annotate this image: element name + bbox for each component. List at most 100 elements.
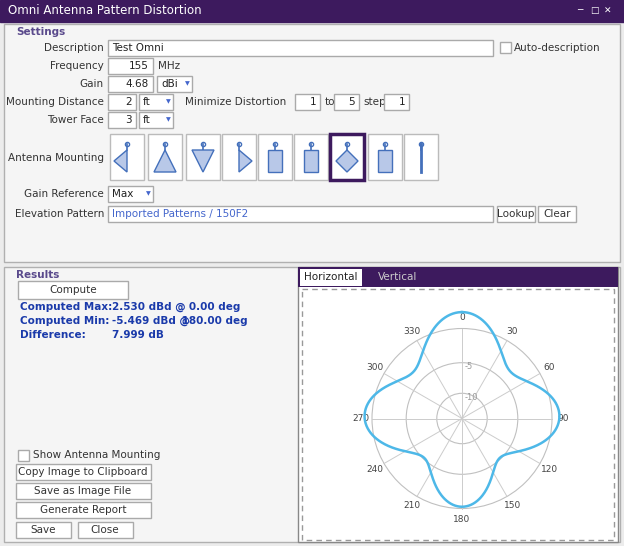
Text: Gain Reference: Gain Reference: [24, 189, 104, 199]
Text: 180: 180: [454, 515, 470, 524]
Text: 30: 30: [507, 327, 519, 336]
FancyBboxPatch shape: [4, 267, 620, 542]
Polygon shape: [154, 150, 176, 172]
Text: step: step: [363, 97, 386, 107]
FancyBboxPatch shape: [334, 94, 359, 110]
Text: -5: -5: [465, 362, 473, 371]
Text: Compute: Compute: [49, 285, 97, 295]
Text: 150: 150: [504, 501, 521, 511]
Text: Frequency: Frequency: [51, 61, 104, 71]
Text: Save as Image File: Save as Image File: [34, 486, 132, 496]
FancyBboxPatch shape: [330, 134, 364, 180]
Text: 2.530 dBd @: 2.530 dBd @: [112, 302, 185, 312]
Text: 60: 60: [544, 364, 555, 372]
Text: Save: Save: [30, 525, 56, 535]
Text: -5.469 dBd @: -5.469 dBd @: [112, 316, 190, 326]
Text: Close: Close: [90, 525, 119, 535]
Text: 1: 1: [310, 97, 316, 107]
Text: 0.00 deg: 0.00 deg: [178, 302, 240, 312]
Text: dBi: dBi: [161, 79, 178, 89]
Text: □: □: [590, 7, 598, 15]
Text: Antenna Mounting: Antenna Mounting: [8, 153, 104, 163]
Text: ▼: ▼: [185, 81, 189, 86]
Text: ✕: ✕: [604, 7, 612, 15]
FancyBboxPatch shape: [148, 134, 182, 180]
Text: MHz: MHz: [158, 61, 180, 71]
Text: 240: 240: [366, 465, 383, 473]
Text: 210: 210: [403, 501, 420, 511]
Text: Description: Description: [44, 43, 104, 53]
Text: Elevation Pattern: Elevation Pattern: [14, 209, 104, 219]
FancyBboxPatch shape: [368, 134, 402, 180]
FancyBboxPatch shape: [108, 112, 136, 128]
Polygon shape: [192, 150, 214, 172]
Text: Clear: Clear: [544, 209, 571, 219]
Text: 2: 2: [125, 97, 132, 107]
Text: 120: 120: [541, 465, 558, 473]
FancyBboxPatch shape: [4, 24, 620, 262]
Text: 330: 330: [403, 327, 420, 336]
Text: 180.00 deg: 180.00 deg: [178, 316, 248, 326]
Text: Copy Image to Clipboard: Copy Image to Clipboard: [18, 467, 148, 477]
Text: ▼: ▼: [165, 117, 170, 122]
FancyBboxPatch shape: [497, 206, 535, 222]
FancyBboxPatch shape: [538, 206, 576, 222]
FancyBboxPatch shape: [108, 58, 153, 74]
FancyBboxPatch shape: [110, 134, 144, 180]
Text: 155: 155: [129, 61, 149, 71]
Bar: [304, 150, 318, 172]
Bar: [500, 42, 511, 53]
FancyBboxPatch shape: [258, 134, 292, 180]
Text: ▼: ▼: [145, 192, 150, 197]
FancyBboxPatch shape: [294, 134, 328, 180]
FancyBboxPatch shape: [139, 94, 173, 110]
Text: Computed Max:: Computed Max:: [20, 302, 112, 312]
FancyBboxPatch shape: [16, 522, 71, 538]
Text: Generate Report: Generate Report: [40, 505, 126, 515]
FancyBboxPatch shape: [222, 134, 256, 180]
FancyBboxPatch shape: [16, 464, 151, 480]
Text: Show Antenna Mounting: Show Antenna Mounting: [33, 450, 160, 460]
Bar: [300, 269, 362, 286]
Text: 0: 0: [459, 313, 465, 322]
FancyBboxPatch shape: [404, 134, 438, 180]
FancyBboxPatch shape: [18, 281, 128, 299]
FancyBboxPatch shape: [108, 40, 493, 56]
Text: Imported Patterns / 150F2: Imported Patterns / 150F2: [112, 209, 248, 219]
Text: Vertical: Vertical: [378, 272, 417, 282]
Text: Omni Antenna Pattern Distortion: Omni Antenna Pattern Distortion: [8, 4, 202, 17]
Text: 270: 270: [353, 414, 369, 423]
Text: 1: 1: [398, 97, 405, 107]
FancyBboxPatch shape: [108, 186, 153, 202]
Text: Results: Results: [16, 270, 59, 280]
FancyBboxPatch shape: [157, 76, 192, 92]
FancyBboxPatch shape: [78, 522, 133, 538]
Text: Max: Max: [112, 189, 134, 199]
Bar: [298, 267, 618, 287]
Text: 300: 300: [366, 364, 383, 372]
Text: Minimize Distortion: Minimize Distortion: [185, 97, 286, 107]
Bar: [378, 150, 392, 172]
FancyBboxPatch shape: [384, 94, 409, 110]
Text: 7.999 dB: 7.999 dB: [112, 330, 164, 340]
Bar: [18, 450, 29, 461]
Text: -10: -10: [465, 393, 479, 402]
Text: Auto-description: Auto-description: [514, 43, 601, 53]
Text: ▼: ▼: [165, 99, 170, 104]
Text: to: to: [325, 97, 336, 107]
Polygon shape: [114, 150, 127, 172]
Text: Lookup: Lookup: [497, 209, 535, 219]
Text: 4.68: 4.68: [126, 79, 149, 89]
Text: Horizontal: Horizontal: [305, 272, 358, 282]
Text: ft: ft: [143, 97, 151, 107]
Text: Tower Face: Tower Face: [47, 115, 104, 125]
Text: 5: 5: [348, 97, 355, 107]
Text: Difference:: Difference:: [20, 330, 85, 340]
FancyBboxPatch shape: [139, 112, 173, 128]
Polygon shape: [239, 150, 252, 172]
FancyBboxPatch shape: [108, 206, 493, 222]
Text: Test Omni: Test Omni: [112, 43, 163, 53]
Bar: [298, 267, 618, 542]
Polygon shape: [336, 150, 358, 172]
Bar: [0, 0, 624, 22]
